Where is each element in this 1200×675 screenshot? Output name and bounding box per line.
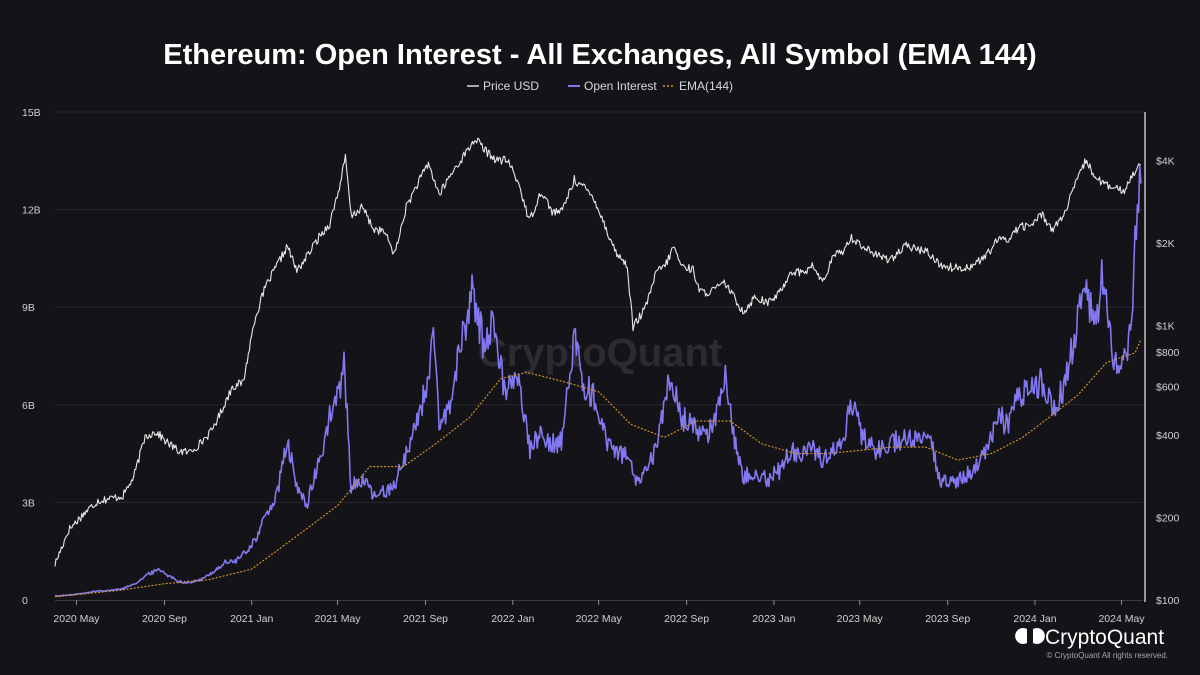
y-right-tick-label: $400: [1156, 430, 1180, 442]
grid-lines: [55, 111, 1143, 503]
x-tick-label: 2021 Sep: [403, 613, 448, 625]
series-line-open-interest: [54, 164, 1142, 597]
x-tick-label: 2020 Sep: [142, 613, 187, 625]
brand-logo-text: CryptoQuant: [1045, 626, 1164, 649]
legend-item[interactable]: Open Interest: [568, 79, 657, 93]
x-tick-label: 2022 Jan: [491, 613, 534, 625]
x-axis: 2020 May 2020 Sep 2021 Jan 2021 May 2021 Sep…: [53, 600, 1145, 625]
y-right-tick-label: $4K: [1156, 155, 1175, 167]
series-line-ema-144: [54, 339, 1142, 598]
legend-label: Price USD: [483, 79, 539, 93]
legend-label: EMA(144): [679, 79, 733, 93]
x-tick-label: 2021 May: [314, 613, 361, 625]
y-left-tick-label: 15B: [22, 107, 41, 119]
chart-title: Ethereum: Open Interest - All Exchanges,…: [163, 39, 1036, 71]
y-left-tick-label: 3B: [22, 497, 35, 509]
legend: Price USD Open Interest EMA(144): [467, 79, 733, 93]
plot-series: [54, 137, 1142, 598]
y-right-tick-label: $200: [1156, 512, 1180, 524]
y-left-tick-label: 0: [22, 595, 28, 607]
y-left-tick-label: 9B: [22, 302, 35, 314]
copyright-text: © CryptoQuant All rights reserved.: [1047, 651, 1169, 660]
x-tick-label: 2023 Sep: [925, 613, 970, 625]
y-right-tick-label: $800: [1156, 347, 1180, 359]
y-left-tick-label: 6B: [22, 400, 35, 412]
x-tick-label: 2022 Sep: [664, 613, 709, 625]
legend-label: Open Interest: [584, 79, 657, 93]
y-right-tick-label: $100: [1156, 595, 1180, 607]
brand-logo: CryptoQuant: [1015, 626, 1164, 649]
watermark: CryptoQuant: [478, 331, 722, 375]
y-right-tick-label: $2K: [1156, 238, 1175, 250]
x-tick-label: 2023 Jan: [752, 613, 795, 625]
x-tick-label: 2020 May: [53, 613, 100, 625]
cryptoquant-logo-icon: [1015, 628, 1045, 644]
x-tick-label: 2022 May: [576, 613, 623, 625]
y-left-axis: 0 3B 6B 9B 12B 15B: [22, 107, 41, 607]
x-tick-label: 2023 May: [837, 613, 884, 625]
x-tick-label: 2024 May: [1098, 613, 1145, 625]
y-right-axis: $100 $200 $400 $600 $800 $1K $2K $4K: [1144, 112, 1180, 607]
legend-item[interactable]: EMA(144): [663, 79, 733, 93]
legend-item[interactable]: Price USD: [467, 79, 539, 93]
x-tick-label: 2024 Jan: [1013, 613, 1056, 625]
x-tick-label: 2021 Jan: [230, 613, 273, 625]
y-right-tick-label: $600: [1156, 381, 1180, 393]
series-line-price-usd: [54, 137, 1142, 567]
y-right-tick-label: $1K: [1156, 321, 1175, 333]
y-left-tick-label: 12B: [22, 205, 41, 217]
